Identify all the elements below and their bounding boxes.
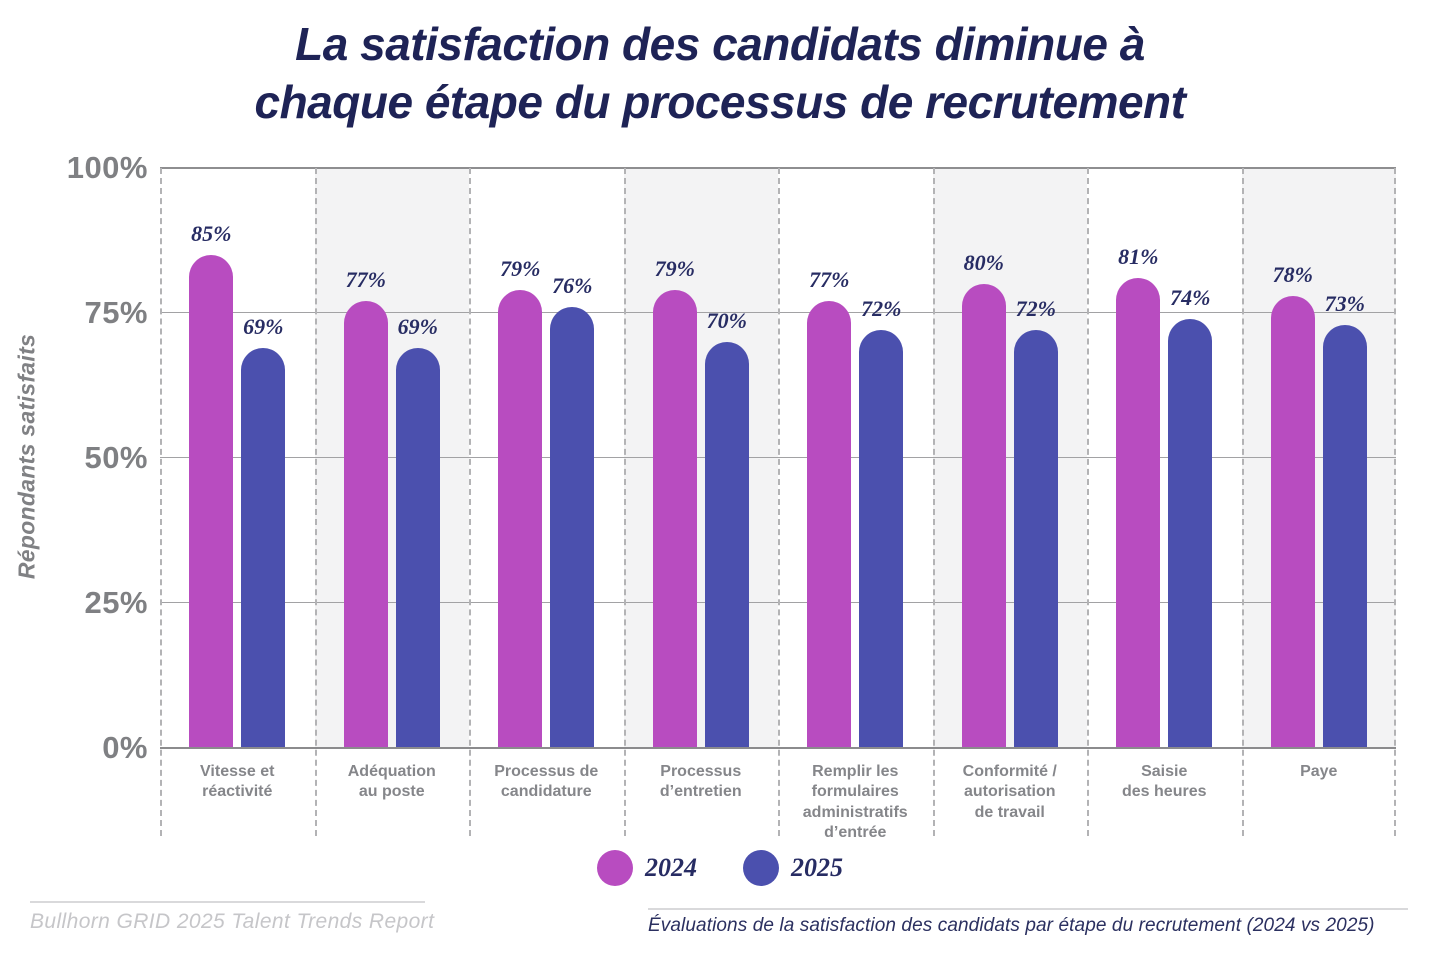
bar-value-label-2024-processus-de-candidature: 79% — [500, 255, 541, 281]
y-tick-label-0: 0% — [102, 730, 148, 765]
chart-title: La satisfaction des candidats diminue à … — [0, 16, 1440, 132]
bar-2024-conformit-autorisation-de-travail — [961, 284, 1006, 748]
bar-2025-conformit-autorisation-de-travail — [1013, 330, 1058, 748]
footer-caption-text: Évaluations de la satisfaction des candi… — [648, 915, 1375, 936]
bar-2024-saisie-des-heures — [1116, 278, 1161, 748]
legend-label-2025: 2025 — [791, 853, 843, 882]
category-label-conformit-autorisation-de-travail: Conformité / autorisation de travail — [962, 763, 1057, 821]
y-tick-label-25: 25% — [84, 585, 148, 620]
bar-value-label-2024-remplir-les-formulaires-administratifs-d-entr-e: 77% — [809, 267, 850, 293]
panel-background-conformit-autorisation-de-travail — [932, 168, 1087, 748]
bar-value-label-2025-conformit-autorisation-de-travail: 72% — [1015, 296, 1056, 322]
bar-2024-vitesse-et-r-activit — [189, 255, 234, 748]
footer-left-divider — [30, 901, 425, 903]
bar-value-label-2025-vitesse-et-r-activit: 69% — [243, 313, 284, 339]
panel-background-paye — [1241, 168, 1396, 748]
footer-right-divider — [648, 908, 1408, 910]
category-label-processus-d-entretien: Processus d’entretien — [659, 763, 742, 801]
plot-area: 85% 77% 79% 79% 77% 80% 81% 78% 69% 69% 76% 70% 72% 7… — [160, 167, 1396, 749]
legend-item-2024: 2024 — [597, 850, 697, 886]
bar-2024-processus-de-candidature — [498, 289, 543, 748]
legend-swatch-2024 — [597, 850, 633, 886]
bar-value-label-2025-processus-d-entretien: 70% — [706, 308, 747, 333]
bar-value-label-2024-processus-d-entretien: 79% — [654, 255, 695, 281]
bar-2024-processus-d-entretien — [652, 289, 697, 748]
y-axis-ticks: 100% 75% 50% 25% 0% — [0, 150, 150, 765]
bar-2025-vitesse-et-r-activit — [241, 347, 286, 748]
category-label-paye: Paye — [1300, 763, 1338, 780]
legend: 2024 2025 — [0, 850, 1440, 886]
legend-label-2024: 2024 — [645, 853, 697, 882]
category-label-vitesse-et-r-activit: Vitesse et réactivité — [200, 763, 275, 801]
bar-2025-processus-de-candidature — [550, 307, 595, 748]
panel-background-processus-d-entretien — [623, 168, 778, 748]
bar-2025-saisie-des-heures — [1168, 318, 1213, 748]
bar-2025-ad-quation-au-poste — [395, 347, 440, 748]
category-label-remplir-les-formulaires-administratifs-d-entr-e: Remplir les formulaires administratifs d… — [802, 763, 908, 842]
category-label-saisie-des-heures: Saisie des heures — [1122, 763, 1207, 801]
bar-value-label-2025-saisie-des-heures: 74% — [1170, 284, 1211, 310]
legend-swatch-2025 — [743, 850, 779, 886]
plot-top-border — [160, 167, 1396, 169]
bar-value-label-2024-vitesse-et-r-activit: 85% — [191, 221, 232, 246]
category-label-ad-quation-au-poste: Adéquation au poste — [347, 763, 436, 801]
bar-value-label-2024-paye: 78% — [1272, 261, 1313, 287]
bar-2025-paye — [1322, 324, 1367, 748]
bar-value-label-2025-ad-quation-au-poste: 69% — [397, 313, 438, 339]
bar-value-label-2024-ad-quation-au-poste: 77% — [345, 267, 386, 293]
bar-2025-processus-d-entretien — [704, 342, 749, 748]
bar-value-label-2024-conformit-autorisation-de-travail: 80% — [963, 250, 1004, 275]
footer-source-text: Bullhorn GRID 2025 Talent Trends Report — [30, 910, 435, 933]
legend-item-2025: 2025 — [743, 850, 843, 886]
bar-value-label-2024-saisie-des-heures: 81% — [1118, 244, 1159, 270]
x-axis-baseline — [160, 747, 1396, 749]
panel-background-ad-quation-au-poste — [314, 168, 469, 748]
bar-2025-remplir-les-formulaires-administratifs-d-entr-e — [859, 330, 904, 748]
bar-2024-paye — [1270, 295, 1315, 748]
y-tick-label-100: 100% — [66, 150, 148, 185]
chart-title-line1: La satisfaction des candidats diminue à — [295, 18, 1145, 70]
y-tick-label-75: 75% — [84, 295, 148, 330]
y-tick-label-50: 50% — [84, 440, 148, 475]
bar-value-label-2025-processus-de-candidature: 76% — [552, 273, 593, 299]
bar-2024-remplir-les-formulaires-administratifs-d-entr-e — [807, 301, 852, 748]
chart-title-line2: chaque étape du processus de recrutement — [254, 75, 1186, 128]
category-label-processus-de-candidature: Processus de candidature — [494, 763, 599, 801]
bar-2024-ad-quation-au-poste — [343, 301, 388, 748]
bar-value-label-2025-remplir-les-formulaires-administratifs-d-entr-e: 72% — [861, 296, 902, 322]
bar-value-label-2025-paye: 73% — [1324, 290, 1365, 316]
